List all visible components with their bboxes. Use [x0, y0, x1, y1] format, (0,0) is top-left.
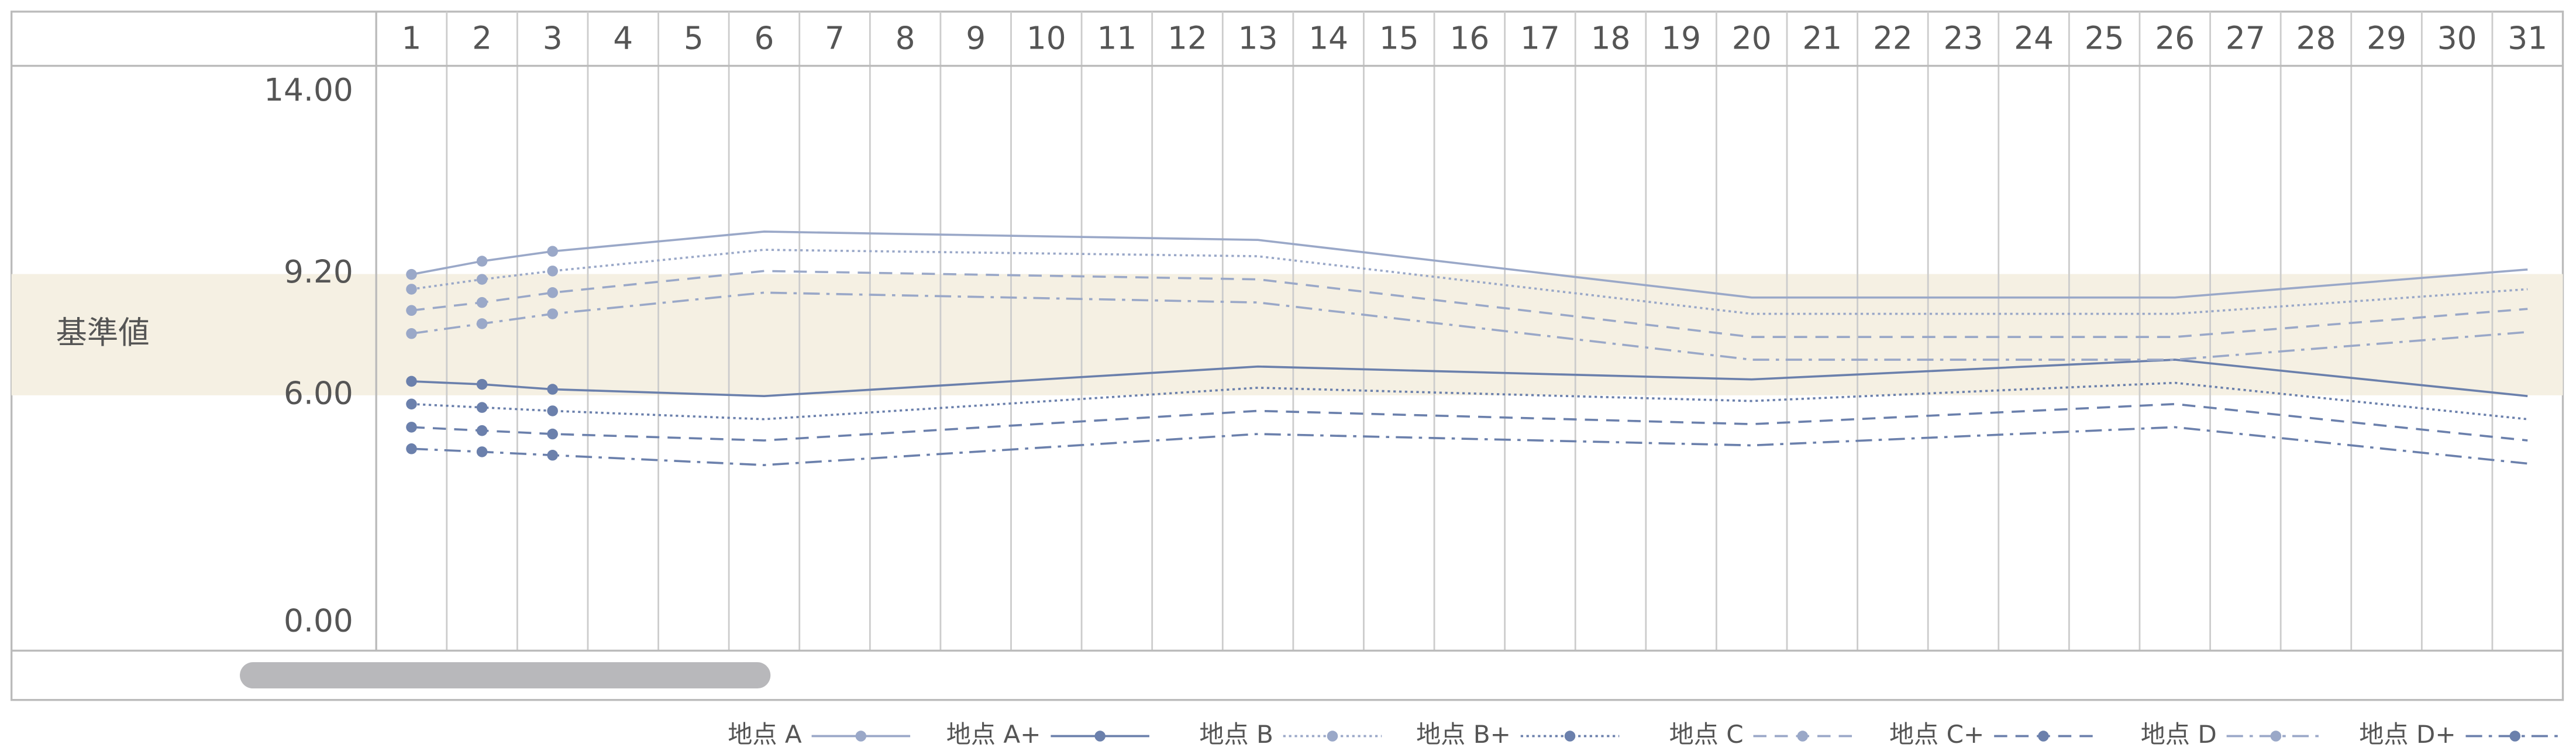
point-marker [476, 446, 488, 457]
x-tick-label: 17 [1520, 20, 1560, 57]
point-marker [406, 268, 417, 280]
legend-label: 地点 D+ [2359, 720, 2456, 749]
x-tick-label: 4 [613, 20, 633, 57]
y-tick-label: 9.20 [284, 253, 353, 290]
series-line [411, 359, 2528, 398]
y-tick-label: 6.00 [284, 375, 353, 412]
x-tick-label: 25 [2085, 20, 2124, 57]
legend-marker [1797, 731, 1809, 742]
x-tick-label: 31 [2508, 20, 2547, 57]
series-line [411, 381, 2528, 421]
point-marker [547, 450, 558, 461]
legend-label: 地点 D [2141, 720, 2217, 749]
x-tick-label: 22 [1873, 20, 1913, 57]
point-marker [476, 274, 488, 285]
x-tick-label: 9 [966, 20, 986, 57]
point-marker [476, 378, 488, 390]
legend-item: 地点 A+ [946, 720, 1149, 749]
legend-marker [2270, 731, 2282, 742]
point-marker [406, 443, 417, 454]
series-line [411, 291, 2528, 361]
legend-label: 地点 B [1199, 720, 1273, 749]
x-tick-label: 3 [543, 20, 563, 57]
x-tick-label: 11 [1097, 20, 1137, 57]
point-marker [406, 376, 417, 387]
x-tick-label: 30 [2437, 20, 2477, 57]
point-marker [476, 425, 488, 436]
point-marker [547, 266, 558, 277]
x-tick-label: 6 [754, 20, 774, 57]
y-tick-label: 0.00 [284, 602, 353, 639]
x-tick-label: 20 [1732, 20, 1772, 57]
legend-marker [1564, 731, 1576, 742]
legend-label: 地点 C [1669, 720, 1744, 749]
point-marker [547, 308, 558, 319]
point-marker [406, 305, 417, 316]
legend-label: 地点 A [728, 720, 802, 749]
x-tick-label: 29 [2367, 20, 2406, 57]
x-tick-label: 10 [1027, 20, 1066, 57]
legend-marker [2038, 731, 2049, 742]
point-marker [476, 297, 488, 308]
x-tick-label: 5 [684, 20, 704, 57]
scrollbar-thumb[interactable] [240, 662, 771, 689]
y-tick-label: 14.00 [264, 71, 353, 108]
x-tick-label: 18 [1591, 20, 1631, 57]
x-tick-label: 21 [1802, 20, 1842, 57]
legend-marker [2509, 731, 2521, 742]
x-tick-label: 2 [472, 20, 492, 57]
point-marker [547, 405, 558, 416]
series-line [411, 402, 2528, 442]
point-marker [547, 428, 558, 440]
series-line [411, 249, 2528, 315]
x-tick-label: 16 [1449, 20, 1489, 57]
point-marker [406, 328, 417, 339]
point-marker [547, 287, 558, 298]
legend-item: 地点 A [728, 720, 911, 749]
legend-item: 地点 D [2141, 720, 2326, 749]
point-marker [547, 246, 558, 257]
legend-item: 地点 C [1669, 720, 1852, 749]
reference-band [11, 274, 2563, 395]
x-tick-label: 26 [2155, 20, 2195, 57]
x-tick-label: 12 [1168, 20, 1207, 57]
legend-item: 地点 B [1199, 720, 1382, 749]
x-tick-label: 24 [2014, 20, 2054, 57]
point-marker [406, 422, 417, 433]
legend-label: 地点 A+ [946, 720, 1041, 749]
x-tick-label: 28 [2296, 20, 2336, 57]
legend-label: 地点 B+ [1416, 720, 1511, 749]
series-line [411, 230, 2528, 299]
legend-marker [1327, 731, 1338, 742]
x-tick-label: 15 [1379, 20, 1419, 57]
point-marker [547, 384, 558, 395]
x-tick-label: 19 [1661, 20, 1701, 57]
series-line [411, 426, 2528, 466]
point-marker [406, 398, 417, 410]
point-marker [406, 284, 417, 295]
band-label: 基準値 [56, 314, 149, 351]
series-line [411, 270, 2528, 338]
legend-label: 地点 C+ [1889, 720, 1984, 749]
legend-item: 地点 D+ [2359, 720, 2565, 749]
x-tick-label: 27 [2226, 20, 2265, 57]
point-marker [476, 318, 488, 329]
legend-marker [1094, 731, 1106, 742]
x-tick-label: 7 [825, 20, 845, 57]
x-tick-label: 14 [1308, 20, 1348, 57]
legend-item: 地点 C+ [1889, 720, 2093, 749]
point-marker [476, 402, 488, 413]
point-marker [476, 256, 488, 267]
x-tick-label: 13 [1238, 20, 1278, 57]
legend-marker [855, 731, 867, 742]
x-tick-label: 1 [402, 20, 422, 57]
x-tick-label: 8 [896, 20, 915, 57]
legend-item: 地点 B+ [1416, 720, 1620, 749]
x-tick-label: 23 [1944, 20, 1983, 57]
